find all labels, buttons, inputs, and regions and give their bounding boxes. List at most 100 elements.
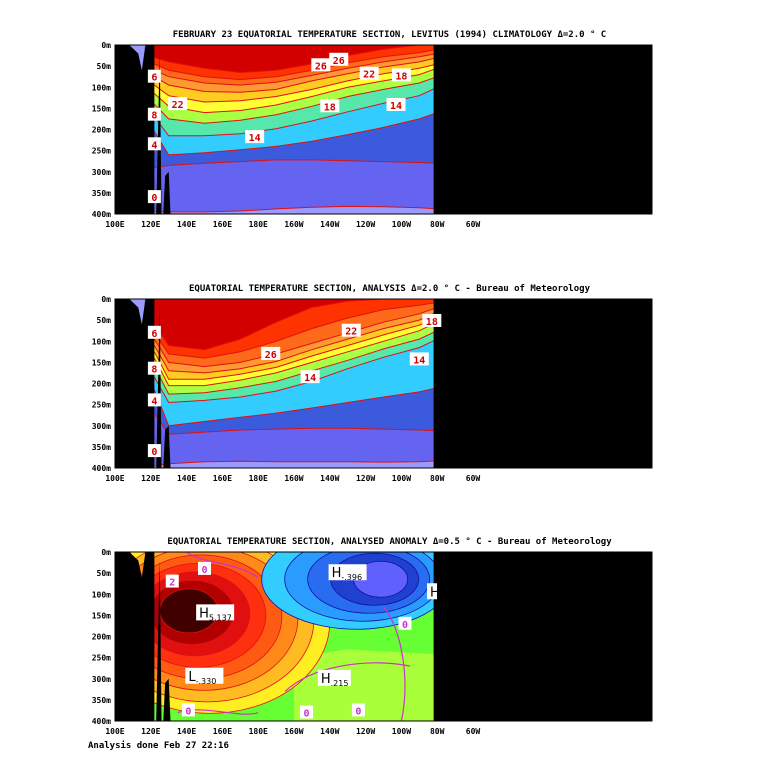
x-tick-label: 160E xyxy=(213,474,232,483)
y-tick-label: 350m xyxy=(92,189,111,198)
anomaly-label-box xyxy=(351,703,365,717)
y-tick-label: 200m xyxy=(92,126,111,135)
x-tick-label: 120W xyxy=(356,727,375,736)
y-tick-label: 50m xyxy=(97,62,112,71)
x-tick-label: 180E xyxy=(249,474,268,483)
contour-label-box xyxy=(409,352,429,366)
contour-label: 22 xyxy=(172,100,184,111)
contour-label: 6 xyxy=(151,329,157,340)
anomaly-label: 0 xyxy=(201,565,207,576)
x-tick-label: 100E xyxy=(105,474,124,483)
x-tick-label: 160W xyxy=(284,727,303,736)
x-tick-label: 120E xyxy=(141,220,160,229)
contour-label: 26 xyxy=(333,56,345,67)
x-tick-label: 140E xyxy=(177,220,196,229)
land-seamount xyxy=(163,678,171,721)
y-tick-label: 400m xyxy=(92,210,111,219)
y-tick-label: 150m xyxy=(92,611,111,620)
y-tick-label: 300m xyxy=(92,675,111,684)
y-tick-label: 250m xyxy=(92,654,111,663)
panel-1: FEBRUARY 23 EQUATORIAL TEMPERATURE SECTI… xyxy=(92,30,653,229)
anomaly-label: 0 xyxy=(355,706,361,717)
y-tick-label: 350m xyxy=(92,696,111,705)
analysis-footer: Analysis done Feb 27 22:16 xyxy=(88,741,229,751)
y-tick-label: 250m xyxy=(92,147,111,156)
isotherm-line-18 xyxy=(154,67,652,114)
isotherm-line-12 xyxy=(153,112,652,156)
contour-label: 14 xyxy=(304,373,316,384)
y-tick-label: 150m xyxy=(92,358,111,367)
anomaly-label-box xyxy=(165,574,179,588)
contour-label: 0 xyxy=(151,447,157,458)
y-tick-label: 200m xyxy=(92,380,111,389)
x-tick-label: 100W xyxy=(392,727,411,736)
x-tick-label: 100E xyxy=(105,220,124,229)
x-tick-label: 160E xyxy=(213,220,232,229)
isotherm-line-16 xyxy=(154,76,652,124)
anomaly-label: 0 xyxy=(304,709,310,720)
contour-label: 4 xyxy=(151,396,157,407)
anomaly-label-box xyxy=(398,616,412,630)
x-tick-label: 140W xyxy=(320,727,339,736)
isotherm-line-8 xyxy=(154,205,652,213)
contour-label: 4 xyxy=(151,140,157,151)
y-tick-label: 100m xyxy=(92,83,111,92)
plot-frame xyxy=(114,551,653,722)
x-tick-label: 60W xyxy=(466,474,481,483)
contour-label: 18 xyxy=(395,71,407,82)
x-tick-label: 100W xyxy=(392,220,411,229)
contour-label-box xyxy=(168,97,188,111)
contour-label-box xyxy=(147,444,161,458)
y-tick-label: 400m xyxy=(92,464,111,473)
land-seamount xyxy=(163,171,171,214)
isotherm-line-18 xyxy=(153,321,652,387)
anomaly-label-box xyxy=(300,705,314,719)
contour-label-box xyxy=(147,393,161,407)
extremum-h: H xyxy=(430,585,440,600)
land-east xyxy=(433,45,652,214)
x-tick-label: 160W xyxy=(284,220,303,229)
y-tick-label: 0m xyxy=(101,295,111,304)
isotherm-line-8 xyxy=(154,460,652,467)
extremum-box xyxy=(427,583,438,600)
contour-label-box xyxy=(147,325,161,339)
isotherm-line-20 xyxy=(154,63,652,103)
y-tick-label: 350m xyxy=(92,443,111,452)
panel-title: EQUATORIAL TEMPERATURE SECTION, ANALYSIS… xyxy=(189,284,591,294)
y-tick-label: 300m xyxy=(92,168,111,177)
contour-label-box xyxy=(245,130,265,144)
land-west xyxy=(115,552,155,721)
contour-label: 6 xyxy=(151,73,157,84)
contour-label: 14 xyxy=(413,355,425,366)
contour-label: 22 xyxy=(345,327,357,338)
anomaly-label: 0 xyxy=(402,620,408,631)
y-tick-label: 100m xyxy=(92,590,111,599)
isotherm-line-24 xyxy=(153,306,652,368)
anomaly-label-box xyxy=(181,703,195,717)
zero-contour xyxy=(383,606,406,721)
isotherm-line-14 xyxy=(154,86,652,137)
y-tick-label: 300m xyxy=(92,422,111,431)
x-tick-label: 100E xyxy=(105,727,124,736)
extremum-box xyxy=(185,667,224,684)
x-tick-label: 140E xyxy=(177,727,196,736)
panel-2: EQUATORIAL TEMPERATURE SECTION, ANALYSIS… xyxy=(92,284,653,483)
y-tick-label: 0m xyxy=(101,548,111,557)
isotherm-line-28 xyxy=(153,299,652,351)
anomaly-label: 2 xyxy=(169,578,175,589)
contour-label: 26 xyxy=(265,350,277,361)
land-west xyxy=(115,45,155,214)
y-tick-label: 150m xyxy=(92,104,111,113)
panel-title: FEBRUARY 23 EQUATORIAL TEMPERATURE SECTI… xyxy=(173,30,606,40)
contour-label-box xyxy=(147,190,161,204)
x-tick-label: 180E xyxy=(249,727,268,736)
isotherm-line-22 xyxy=(154,57,652,93)
x-tick-label: 60W xyxy=(466,727,481,736)
contour-label: 18 xyxy=(426,317,438,328)
land-ridge xyxy=(156,53,162,214)
contour-label-box xyxy=(147,107,161,121)
extremum-box xyxy=(328,564,367,581)
contour-label-box xyxy=(147,137,161,151)
anomaly-label: 0 xyxy=(185,706,191,717)
isotherm-line-26 xyxy=(153,301,652,359)
